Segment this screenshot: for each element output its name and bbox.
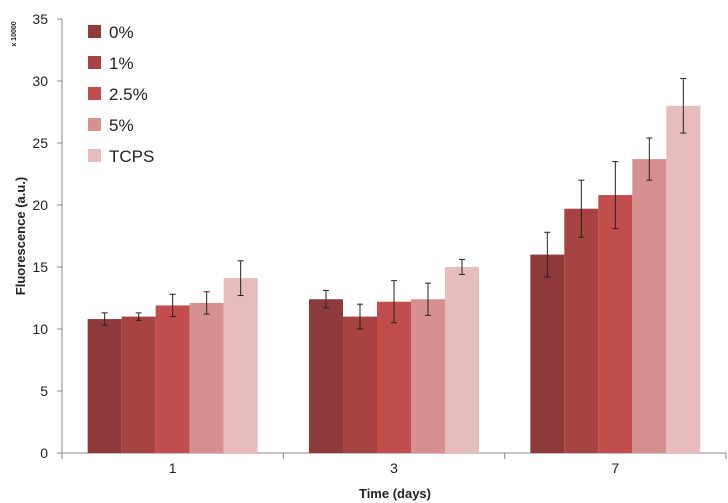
x-tick-label: 7 xyxy=(611,460,619,476)
legend-label: TCPS xyxy=(109,147,154,166)
bar xyxy=(632,159,667,453)
x-tick-label: 3 xyxy=(390,460,398,476)
legend-swatch xyxy=(88,56,101,69)
bar xyxy=(343,316,377,453)
y-tick-label: 20 xyxy=(32,197,48,213)
legend-swatch xyxy=(88,118,101,131)
x-tick-label: 1 xyxy=(169,460,177,476)
bar xyxy=(87,319,122,453)
bar xyxy=(121,316,156,453)
legend-label: 2.5% xyxy=(109,85,148,104)
bar xyxy=(445,267,479,453)
y-tick-label: 5 xyxy=(40,383,48,399)
y-axis-label: Fluorescence (a.u.) xyxy=(13,177,28,295)
bar xyxy=(223,278,258,453)
bar xyxy=(598,195,633,453)
bar xyxy=(530,254,565,453)
bar xyxy=(155,305,190,453)
y-tick-label: 15 xyxy=(32,259,48,275)
legend-label: 1% xyxy=(109,54,134,73)
y-tick-label: 10 xyxy=(32,321,48,337)
y-tick-label: 30 xyxy=(32,73,48,89)
y-tick-label: 25 xyxy=(32,135,48,151)
y-tick-label: 35 xyxy=(32,11,48,27)
legend-label: 0% xyxy=(109,23,134,42)
legend-label: 5% xyxy=(109,116,134,135)
legend-swatch xyxy=(88,87,101,100)
legend-swatch xyxy=(88,149,101,162)
bar xyxy=(666,105,701,454)
legend-swatch xyxy=(88,25,101,38)
bar xyxy=(377,301,411,453)
bar xyxy=(189,302,224,453)
y-tick-label: 0 xyxy=(40,445,48,461)
bar xyxy=(309,299,343,453)
bar xyxy=(564,208,599,453)
y-multiplier-label: x 10000 xyxy=(11,21,18,46)
x-axis-label: Time (days) xyxy=(359,486,431,501)
bar xyxy=(411,299,445,453)
